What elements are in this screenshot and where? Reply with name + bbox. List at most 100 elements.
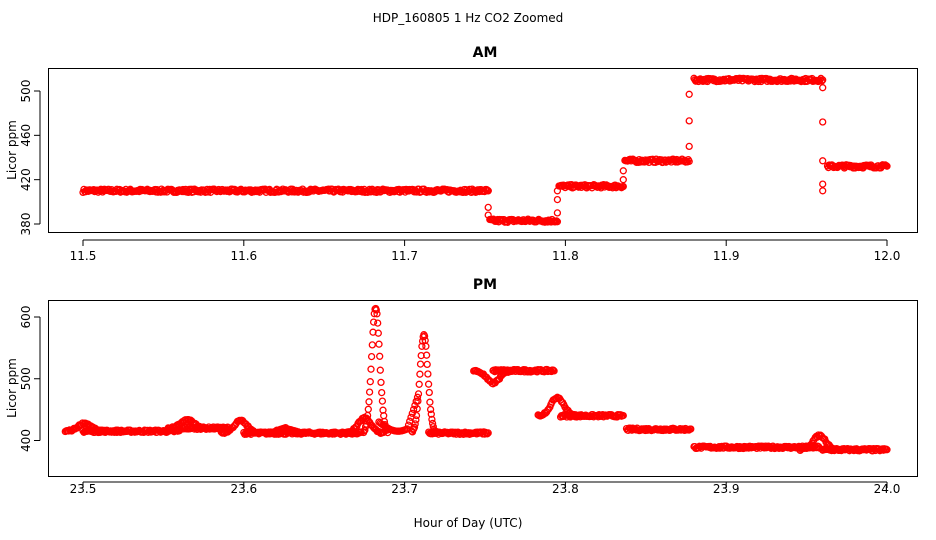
pm-data-point [508, 367, 516, 375]
am-data-point [685, 90, 693, 98]
am-data-point [553, 209, 562, 217]
pm-data-points [61, 304, 891, 455]
pm-data-point [413, 393, 422, 401]
am-y-axis: 380 420 460 500 [19, 80, 41, 235]
pm-data-point [414, 390, 423, 398]
pm-data-point [426, 405, 435, 414]
pm-data-point [367, 365, 375, 373]
pm-data-point [409, 405, 418, 414]
am-y-tick-label: 500 [19, 80, 33, 103]
pm-data-point [428, 415, 436, 424]
pm-data-point [687, 425, 695, 433]
pm-data-point [362, 420, 370, 428]
am-panel: AM Licor ppm 11.5 11.6 11.7 11.8 11.9 12.0 38… [5, 45, 918, 263]
am-data-point [819, 76, 827, 84]
pm-data-point [407, 413, 415, 421]
am-data-point [484, 187, 492, 195]
pm-data-point [416, 370, 424, 378]
am-data-points [79, 74, 891, 226]
pm-data-point [377, 378, 385, 387]
pm-data-point [422, 351, 431, 359]
pm-data-point [366, 378, 374, 386]
pm-data-point [424, 380, 433, 388]
am-x-axis: 11.5 11.6 11.7 11.8 11.9 12.0 [70, 239, 900, 263]
pm-y-axis: 400 500 600 [19, 306, 41, 452]
pm-data-point [422, 342, 430, 350]
pm-x-tick-label: 23.5 [70, 482, 97, 496]
am-data-point [685, 142, 693, 151]
pm-data-point [373, 310, 381, 318]
pm-panel-title: PM [473, 277, 497, 293]
figure-title: HDP_160805 1 Hz CO2 Zoomed [373, 11, 564, 25]
am-data-point [819, 180, 827, 188]
pm-data-point [374, 319, 382, 327]
pm-data-point [376, 366, 384, 374]
pm-plot-frame [48, 300, 918, 477]
pm-data-point [883, 446, 891, 454]
pm-data-point [203, 425, 211, 433]
pm-data-point [367, 352, 376, 361]
pm-data-point [415, 380, 423, 388]
am-data-point [819, 157, 827, 165]
am-panel-title: AM [473, 45, 498, 61]
pm-data-point [425, 388, 433, 397]
pm-data-point [365, 388, 374, 396]
am-data-point [819, 84, 827, 92]
pm-x-tick-label: 23.7 [391, 482, 418, 496]
am-data-point [619, 176, 627, 184]
pm-data-point [552, 394, 560, 402]
pm-y-axis-label: Licor ppm [5, 358, 19, 418]
am-data-point [619, 182, 627, 191]
pm-x-tick-label: 23.8 [552, 482, 579, 496]
pm-data-point [807, 441, 815, 449]
pm-data-point [420, 332, 429, 340]
pm-data-point [364, 405, 372, 413]
am-data-point [552, 217, 561, 225]
pm-x-tick-label: 24.0 [874, 482, 901, 496]
am-y-tick-label: 460 [19, 124, 33, 147]
pm-data-point [573, 412, 581, 420]
pm-data-point [375, 340, 383, 348]
pm-data-point [423, 360, 431, 369]
x-axis-label: Hour of Day (UTC) [414, 516, 523, 530]
am-data-point [819, 187, 827, 195]
am-y-axis-label: Licor ppm [5, 120, 19, 180]
pm-data-point [835, 446, 843, 454]
am-data-point [685, 117, 693, 125]
am-data-point [553, 218, 562, 226]
pm-data-point [376, 352, 384, 360]
pm-data-point [484, 429, 492, 437]
pm-data-point [301, 428, 309, 437]
am-x-tick-label: 11.5 [70, 249, 97, 263]
pm-x-tick-label: 23.6 [230, 482, 257, 496]
pm-data-point [410, 423, 419, 431]
am-data-point [685, 157, 693, 166]
pm-x-axis: 23.5 23.6 23.7 23.8 23.9 24.0 [70, 481, 901, 496]
am-x-tick-label: 11.9 [713, 249, 740, 263]
pm-data-point [374, 329, 382, 337]
am-data-point [553, 195, 562, 204]
pm-data-point [418, 342, 426, 350]
am-x-tick-label: 11.8 [552, 249, 579, 263]
pm-data-point [483, 430, 491, 438]
am-data-point [619, 167, 627, 175]
pm-data-point [412, 397, 420, 405]
am-data-point [553, 187, 562, 195]
pm-data-point [403, 425, 411, 433]
pm-data-point [100, 428, 108, 436]
am-x-tick-label: 11.6 [230, 249, 257, 263]
pm-data-point [549, 366, 557, 374]
am-data-point [818, 77, 826, 85]
pm-data-point [372, 306, 380, 314]
am-data-point [484, 211, 492, 219]
pm-data-point [416, 360, 425, 368]
pm-data-point [411, 420, 419, 428]
pm-data-point [411, 401, 419, 410]
am-y-tick-label: 420 [19, 168, 33, 191]
pm-data-point [369, 318, 378, 326]
pm-y-tick-label: 500 [19, 367, 33, 390]
pm-data-point [255, 430, 263, 438]
pm-data-point [429, 423, 437, 431]
pm-x-tick-label: 23.9 [713, 482, 740, 496]
pm-data-point [368, 341, 376, 349]
